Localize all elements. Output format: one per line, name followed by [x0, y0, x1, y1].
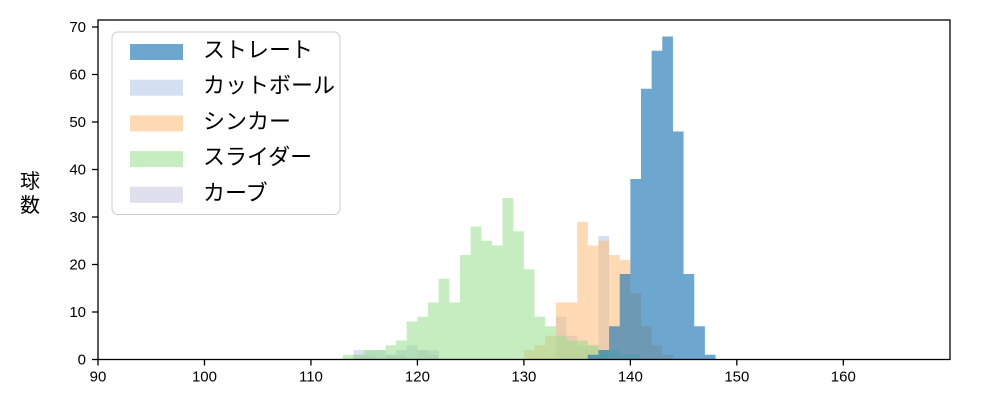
svg-text:スライダー: スライダー: [203, 140, 312, 172]
svg-text:カーブ: カーブ: [203, 175, 268, 207]
svg-text:120: 120: [405, 369, 430, 386]
svg-text:シンカー: シンカー: [203, 104, 291, 136]
svg-text:110: 110: [299, 369, 323, 386]
svg-text:140: 140: [618, 369, 643, 386]
svg-text:ストレート: ストレート: [203, 33, 313, 65]
svg-text:130: 130: [511, 369, 536, 386]
svg-text:70: 70: [69, 19, 86, 36]
svg-text:60: 60: [69, 67, 86, 84]
svg-text:カットボール: カットボール: [203, 68, 335, 100]
svg-text:0: 0: [78, 352, 86, 369]
svg-text:90: 90: [90, 369, 107, 386]
svg-text:20: 20: [69, 257, 86, 274]
svg-text:30: 30: [69, 209, 86, 226]
svg-text:数: 数: [20, 189, 40, 218]
svg-text:10: 10: [69, 304, 86, 321]
svg-text:100: 100: [192, 369, 217, 386]
svg-text:40: 40: [69, 162, 86, 179]
svg-text:160: 160: [831, 369, 856, 386]
svg-text:50: 50: [69, 114, 86, 131]
svg-text:150: 150: [724, 369, 749, 386]
